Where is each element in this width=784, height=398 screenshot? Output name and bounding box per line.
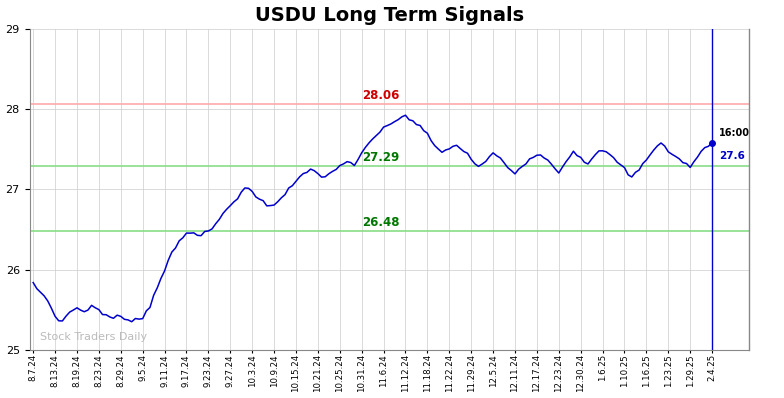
Text: Stock Traders Daily: Stock Traders Daily xyxy=(41,332,147,342)
Text: 27.6: 27.6 xyxy=(720,150,746,161)
Text: 27.29: 27.29 xyxy=(361,150,399,164)
Text: 26.48: 26.48 xyxy=(361,216,399,228)
Text: 16:00: 16:00 xyxy=(720,128,750,138)
Text: 28.06: 28.06 xyxy=(361,89,399,102)
Title: USDU Long Term Signals: USDU Long Term Signals xyxy=(255,6,524,25)
